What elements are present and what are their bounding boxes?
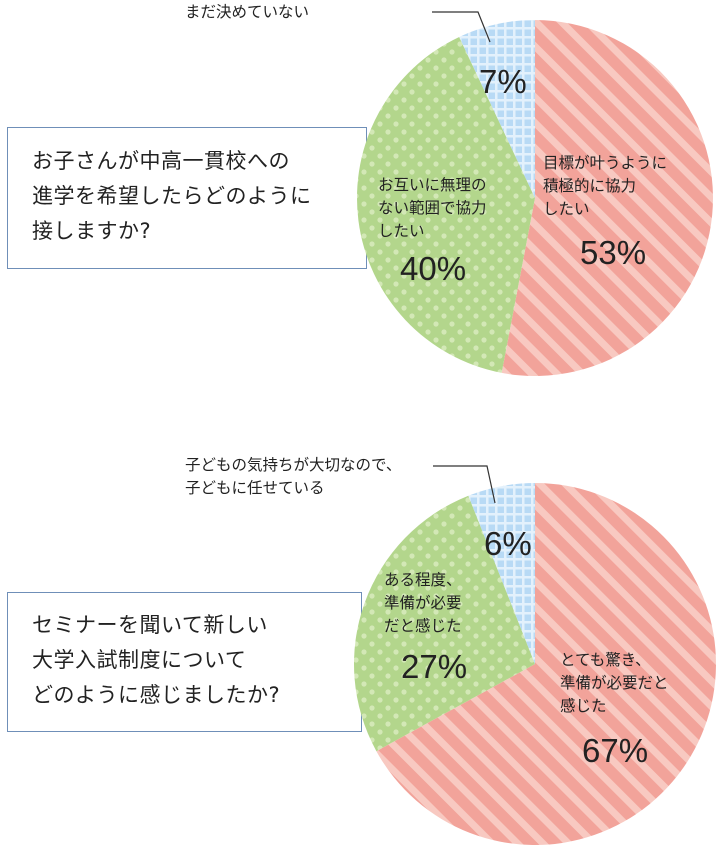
pie-slice — [376, 483, 717, 846]
pie-slice — [468, 483, 535, 664]
question-box-1 — [7, 127, 367, 269]
question-text-1: お子さんが中高一貫校への 進学を希望したらどのように 接しますか? — [32, 149, 312, 243]
callout-line — [433, 465, 496, 504]
slice-value-label: 53% — [580, 234, 646, 271]
callout-label: まだ決めていない — [185, 3, 309, 21]
callout-line — [432, 11, 491, 43]
slice-value-label: 67% — [582, 732, 648, 769]
pie-slice — [356, 36, 535, 373]
slice-value-label: 7% — [479, 63, 527, 100]
slice-label: お互いに無理のない範囲で協力したい — [378, 176, 487, 240]
slice-label: ある程度、準備が必要だと感じた — [384, 571, 462, 635]
pie-slice — [501, 20, 713, 376]
slice-value-label: 27% — [401, 648, 467, 685]
question-box-2 — [7, 592, 362, 732]
slice-label: とても驚き、準備が必要だと感じた — [560, 651, 669, 715]
slice-value-label: 6% — [484, 525, 532, 562]
question-text-2: セミナーを聞いて新しい 大学入試制度について どのように感じましたか? — [32, 613, 281, 707]
pie-slice — [459, 20, 535, 198]
slice-label: 目標が叶うように積極的に協力したい — [543, 154, 667, 218]
pie-slice — [353, 495, 535, 752]
callout-label: 子どもの気持ちが大切なので、子どもに任せている — [185, 456, 401, 497]
slice-value-label: 40% — [400, 250, 466, 287]
